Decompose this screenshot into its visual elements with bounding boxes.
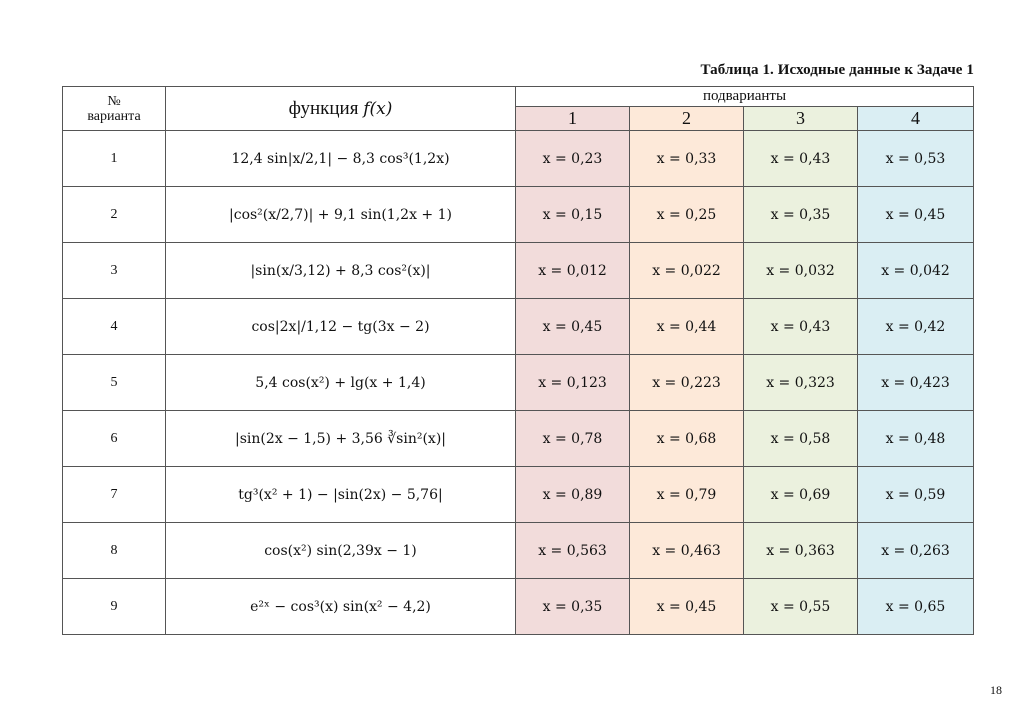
subvariant-1: 1 [515, 106, 630, 131]
variant-number: 3 [62, 242, 166, 299]
table-row: 8 cos(x²) sin(2,39x − 1) x = 0,563 x = 0,46… [62, 522, 974, 579]
subvariant-value-3: x = 0,032 [743, 242, 858, 299]
table-row: 3 |sin(x/3,12) + 8,3 cos²(x)| x = 0,012 x =… [62, 242, 974, 299]
subvariant-value-2: x = 0,25 [629, 186, 744, 243]
subvariant-value-1: x = 0,012 [515, 242, 630, 299]
function-formula: |sin(2x − 1,5) + 3,56 ∛sin²(x)| [165, 410, 516, 467]
subvariant-value-1: x = 0,123 [515, 354, 630, 411]
subvariant-value-3: x = 0,55 [743, 578, 858, 635]
subvariant-4: 4 [857, 106, 974, 131]
header-function: функция f(x) [165, 86, 516, 131]
subvariant-value-3: x = 0,35 [743, 186, 858, 243]
subvariant-value-2: x = 0,79 [629, 466, 744, 523]
subvariant-value-4: x = 0,042 [857, 242, 974, 299]
variant-number: 1 [62, 130, 166, 187]
header-subvariants: подварианты [515, 86, 974, 107]
header-variant: № варианта [62, 86, 166, 131]
variant-symbol: № [107, 93, 121, 109]
variant-number: 5 [62, 354, 166, 411]
subvariant-value-1: x = 0,563 [515, 522, 630, 579]
subvariant-value-4: x = 0,53 [857, 130, 974, 187]
subvariant-2: 2 [629, 106, 744, 131]
subvariant-3: 3 [743, 106, 858, 131]
subvariant-value-2: x = 0,33 [629, 130, 744, 187]
subvariant-value-1: x = 0,23 [515, 130, 630, 187]
subvariant-value-2: x = 0,45 [629, 578, 744, 635]
variant-number: 2 [62, 186, 166, 243]
subvariant-value-3: x = 0,43 [743, 298, 858, 355]
variant-number: 7 [62, 466, 166, 523]
subvariant-value-4: x = 0,45 [857, 186, 974, 243]
variant-number: 9 [62, 578, 166, 635]
subvariant-value-1: x = 0,45 [515, 298, 630, 355]
subvariant-value-2: x = 0,022 [629, 242, 744, 299]
subvariant-value-4: x = 0,48 [857, 410, 974, 467]
subvariant-value-1: x = 0,35 [515, 578, 630, 635]
table-row: 7 tg³(x² + 1) − |sin(2x) − 5,76| x = 0,89 x… [62, 466, 974, 523]
subvariant-value-2: x = 0,463 [629, 522, 744, 579]
subvariant-value-1: x = 0,15 [515, 186, 630, 243]
table-caption: Таблица 1. Исходные данные к Задаче 1 [700, 62, 974, 78]
subvariant-value-3: x = 0,323 [743, 354, 858, 411]
function-formula: |cos²(x/2,7)| + 9,1 sin(1,2x + 1) [165, 186, 516, 243]
table-row: 4 cos|2x|/1,12 − tg(3x − 2) x = 0,45 x = 0,… [62, 298, 974, 355]
function-formula: cos(x²) sin(2,39x − 1) [165, 522, 516, 579]
subvariant-value-4: x = 0,42 [857, 298, 974, 355]
variant-number: 4 [62, 298, 166, 355]
source-data-table: № варианта функция f(x) подварианты 1 2 … [62, 86, 974, 635]
subvariant-value-4: x = 0,423 [857, 354, 974, 411]
table-row: 1 12,4 sin|x/2,1| − 8,3 cos³(1,2x) x = 0,2… [62, 130, 974, 187]
subvariant-value-1: x = 0,78 [515, 410, 630, 467]
function-label: функция [288, 97, 359, 119]
variant-number: 6 [62, 410, 166, 467]
function-formula: 5,4 cos(x²) + lg(x + 1,4) [165, 354, 516, 411]
subvariant-value-1: x = 0,89 [515, 466, 630, 523]
subvariant-value-3: x = 0,69 [743, 466, 858, 523]
function-formula: |sin(x/3,12) + 8,3 cos²(x)| [165, 242, 516, 299]
page-number: 18 [990, 683, 1002, 697]
function-formula: e²ˣ − cos³(x) sin(x² − 4,2) [165, 578, 516, 635]
table-row: 6 |sin(2x − 1,5) + 3,56 ∛sin²(x)| x = 0,78… [62, 410, 974, 467]
table-row: 9 e²ˣ − cos³(x) sin(x² − 4,2) x = 0,35 x = … [62, 578, 974, 635]
variant-number: 8 [62, 522, 166, 579]
function-formula: tg³(x² + 1) − |sin(2x) − 5,76| [165, 466, 516, 523]
subvariant-value-3: x = 0,58 [743, 410, 858, 467]
subvariant-value-2: x = 0,68 [629, 410, 744, 467]
function-formula: 12,4 sin|x/2,1| − 8,3 cos³(1,2x) [165, 130, 516, 187]
table-row: 5 5,4 cos(x²) + lg(x + 1,4) x = 0,123 x = 0… [62, 354, 974, 411]
subvariant-value-3: x = 0,363 [743, 522, 858, 579]
function-formula: cos|2x|/1,12 − tg(3x − 2) [165, 298, 516, 355]
subvariant-value-4: x = 0,263 [857, 522, 974, 579]
subvariant-value-4: x = 0,59 [857, 466, 974, 523]
table-row: 2 |cos²(x/2,7)| + 9,1 sin(1,2x + 1) x = 0,… [62, 186, 974, 243]
subvariant-value-2: x = 0,223 [629, 354, 744, 411]
subvariant-value-3: x = 0,43 [743, 130, 858, 187]
function-symbol: f(x) [363, 98, 393, 119]
subvariant-value-4: x = 0,65 [857, 578, 974, 635]
subvariant-value-2: x = 0,44 [629, 298, 744, 355]
variant-label: варианта [87, 108, 141, 124]
